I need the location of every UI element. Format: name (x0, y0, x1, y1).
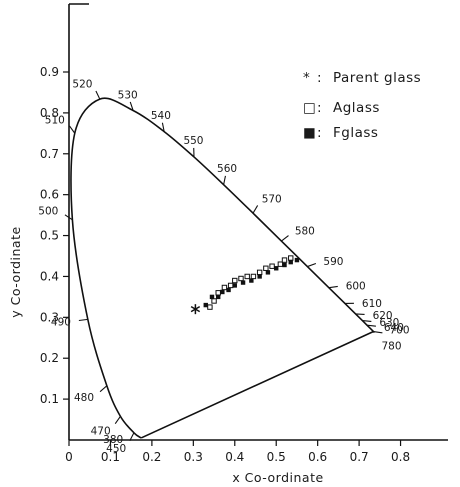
y-tick-label: 0.1 (40, 392, 59, 406)
data-point-f-glass (210, 295, 214, 299)
wavelength-tick (253, 205, 258, 213)
data-point-f-glass (241, 280, 245, 284)
y-tick-label: 0.5 (40, 229, 59, 243)
data-point-a-glass (239, 276, 243, 280)
legend-separator: : (317, 100, 322, 116)
data-point-f-glass (266, 270, 270, 274)
data-point-f-glass (257, 274, 261, 278)
x-tick-label: 0.3 (184, 450, 203, 464)
wavelength-tick (115, 416, 120, 423)
legend-symbol-a-glass: □ (303, 100, 316, 116)
wavelength-tick (307, 264, 315, 267)
legend: * : Parent glass □ : Aglass ■ : Fglass (303, 70, 421, 141)
data-point-a-glass (216, 291, 220, 295)
data-point-a-glass (264, 266, 268, 270)
legend-label-f-glass: Fglass (333, 125, 378, 141)
y-tick-label: 0.9 (40, 65, 59, 79)
wavelength-label: 580 (295, 226, 315, 238)
legend-label-a-glass: Aglass (333, 100, 380, 116)
wavelength-label: 510 (45, 114, 65, 126)
wavelength-label: 530 (118, 89, 138, 101)
wavelength-tick (373, 332, 382, 333)
wavelength-label: 450 (106, 443, 126, 455)
data-point-a-glass (208, 305, 212, 309)
y-tick-label: 0.7 (40, 147, 59, 161)
data-point-f-glass (226, 288, 230, 292)
data-point-a-glass (289, 256, 293, 260)
line-of-purples (141, 332, 373, 438)
wavelength-label: 780 (381, 341, 401, 353)
wavelength-label: 600 (346, 280, 366, 292)
wavelength-label: 500 (38, 205, 58, 217)
wavelength-label: 550 (183, 135, 203, 147)
x-tick-label: 0.2 (142, 450, 161, 464)
data-point-a-glass (228, 283, 232, 287)
legend-symbol-parent-glass: * (303, 70, 310, 86)
legend-entry-a-glass: □ : Aglass (303, 100, 380, 116)
wavelength-label: 540 (151, 110, 171, 122)
data-points-layer (191, 256, 299, 314)
wavelength-label: 480 (74, 392, 94, 404)
data-point-f-glass (295, 258, 299, 262)
data-point-a-glass (233, 278, 237, 282)
x-tick-label: 0.7 (350, 450, 369, 464)
legend-entry-parent-glass: * : Parent glass (303, 70, 421, 86)
data-point-a-glass (245, 274, 249, 278)
y-axis-title: y Co-ordinate (8, 226, 23, 317)
data-point-f-glass (220, 290, 224, 294)
x-tick-label: 0 (65, 450, 73, 464)
wavelength-tick (224, 176, 226, 185)
legend-separator: : (317, 125, 322, 141)
data-point-a-glass (270, 264, 274, 268)
wavelength-tick (79, 319, 88, 320)
data-point-a-glass (257, 270, 261, 274)
wavelength-label: 570 (262, 194, 282, 206)
data-point-a-glass (282, 258, 286, 262)
data-point-a-glass (222, 285, 226, 289)
data-point-parent-glass (191, 304, 200, 314)
wavelength-label: 470 (91, 425, 111, 437)
data-point-f-glass (282, 263, 286, 267)
data-point-f-glass (233, 283, 237, 287)
wavelength-tick (329, 286, 338, 287)
x-tick-label: 0.6 (308, 450, 327, 464)
wavelength-tick (100, 386, 107, 392)
data-point-f-glass (274, 266, 278, 270)
data-point-f-glass (216, 295, 220, 299)
y-tick-label: 0.6 (40, 188, 59, 202)
legend-label-parent-glass: Parent glass (333, 70, 421, 86)
data-point-f-glass (289, 260, 293, 264)
wavelength-label: 560 (217, 163, 237, 175)
legend-symbol-f-glass: ■ (303, 125, 316, 141)
x-tick-label: 0.5 (267, 450, 286, 464)
wavelength-tick (96, 91, 100, 99)
data-point-a-glass (251, 274, 255, 278)
wavelength-label: 590 (323, 256, 343, 268)
spectral-locus-curve (71, 98, 374, 438)
x-tick-label: 0.8 (391, 450, 410, 464)
wavelength-label: 490 (51, 316, 71, 328)
wavelength-label: 700 (389, 325, 409, 337)
data-point-f-glass (204, 303, 208, 307)
wavelength-tick (281, 236, 288, 242)
wavelength-tick (70, 126, 75, 133)
x-tick-label: 0.4 (225, 450, 244, 464)
legend-separator: : (317, 70, 322, 86)
data-point-f-glass (249, 278, 253, 282)
wavelength-label: 610 (362, 298, 382, 310)
x-axis-title: x Co-ordinate (232, 470, 323, 485)
y-tick-label: 0.2 (40, 351, 59, 365)
y-tick-label: 0.4 (40, 269, 59, 283)
data-point-a-glass (212, 299, 216, 303)
legend-entry-f-glass: ■ : Fglass (303, 125, 378, 141)
wavelength-label: 520 (72, 79, 92, 91)
